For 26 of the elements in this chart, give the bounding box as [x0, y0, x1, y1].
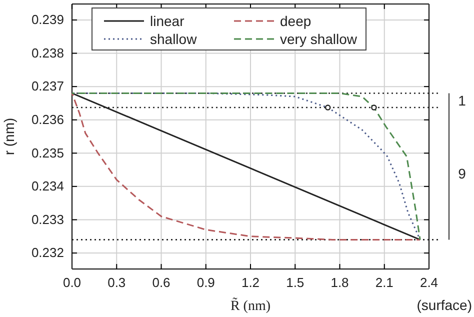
- y-tick-label: 0.236: [31, 112, 64, 128]
- legend-label: shallow: [150, 31, 198, 47]
- text: (surface): [416, 297, 472, 313]
- x-tick-label: 2.4: [420, 275, 438, 290]
- y-tick-label: 0.235: [31, 145, 64, 160]
- y-tick-label: 0.238: [31, 45, 64, 60]
- x-tick-label: 2.1: [375, 275, 394, 290]
- y-axis-title: r (nm): [1, 118, 17, 156]
- y-tick-label: 0.233: [31, 212, 64, 227]
- y-tick-label: 0.232: [31, 245, 64, 260]
- legend-label: deep: [280, 13, 312, 29]
- legend-label: linear: [150, 13, 185, 29]
- y-tick-label: 0.239: [31, 12, 64, 28]
- y-tick-label: 0.237: [31, 78, 64, 94]
- text: 9: [458, 166, 466, 182]
- x-tick-label: 0.0: [62, 275, 82, 290]
- x-tick-label: 1.8: [330, 275, 349, 290]
- x-tick-label: 0.6: [152, 275, 170, 290]
- legend-label: very shallow: [280, 31, 358, 47]
- text: 1: [458, 92, 466, 108]
- y-tick-label: 0.234: [31, 178, 64, 194]
- x-tick-label: 1.5: [286, 275, 304, 290]
- x-tick-label: 0.9: [196, 275, 215, 290]
- x-axis-title: R̃ (nm): [230, 297, 271, 314]
- x-tick-label: 1.2: [241, 275, 260, 290]
- x-tick-label: 0.3: [108, 275, 126, 290]
